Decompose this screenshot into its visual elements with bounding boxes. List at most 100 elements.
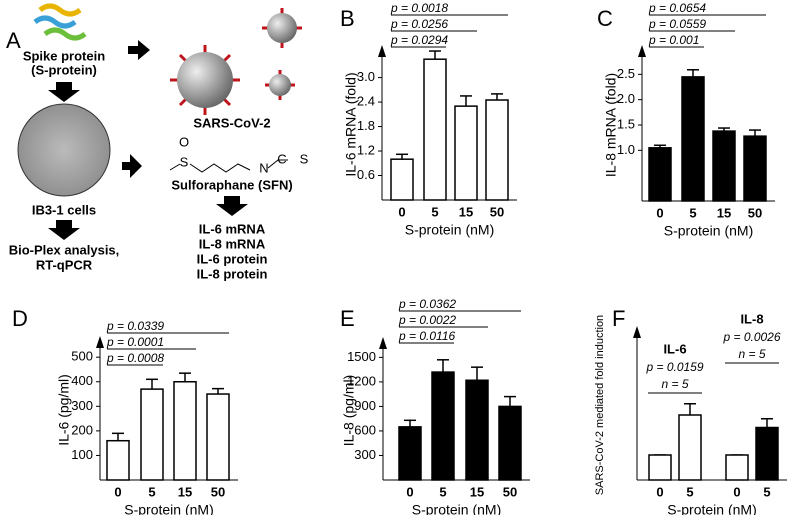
panel-label: C xyxy=(597,6,613,31)
panel-label: B xyxy=(340,6,355,31)
x-tick-label: 5 xyxy=(686,484,693,499)
x-tick-label: 50 xyxy=(503,484,517,499)
axis-arrow xyxy=(378,45,386,57)
cells-image xyxy=(17,103,111,197)
panel-label: D xyxy=(12,306,28,331)
group-label: IL-6 xyxy=(663,341,686,356)
bar xyxy=(390,158,414,201)
y-axis-label: IL-8 mRNA (fold) xyxy=(603,73,619,177)
bar xyxy=(712,130,736,202)
axis-arrow xyxy=(96,336,104,348)
x-tick-label: 5 xyxy=(439,484,446,499)
bar xyxy=(431,371,455,481)
bar xyxy=(454,105,478,201)
bar xyxy=(725,454,749,481)
analysis-label: RT-qPCR xyxy=(36,257,93,272)
x-tick-label: 0 xyxy=(398,204,405,219)
y-tick-label: 1500 xyxy=(347,349,376,364)
x-axis-label: S-protein (nM) xyxy=(405,222,494,238)
p-value: p = 0.001 xyxy=(648,33,699,47)
y-tick-label: 100 xyxy=(71,447,93,462)
arrow xyxy=(48,220,80,240)
virus-label: SARS-CoV-2 xyxy=(193,115,270,130)
x-tick-label: 0 xyxy=(733,484,740,499)
x-tick-label: 15 xyxy=(470,484,484,499)
protein-label: Spike protein xyxy=(23,48,105,63)
p-value: p = 0.0654 xyxy=(648,1,706,15)
y-tick-label: 2.4 xyxy=(357,93,375,108)
sfn-structure: S O N C S xyxy=(169,134,309,175)
p-value: p = 0.0001 xyxy=(106,335,164,349)
axis-arrow xyxy=(638,45,646,57)
protein-icon xyxy=(33,3,87,41)
protein-label: (S-protein) xyxy=(31,62,97,77)
x-tick-label: 50 xyxy=(748,205,762,220)
p-value: p = 0.0018 xyxy=(390,1,448,15)
arrow xyxy=(48,82,80,102)
bar xyxy=(755,426,779,481)
y-tick-label: 1.8 xyxy=(357,118,375,133)
y-tick-label: 0.6 xyxy=(357,167,375,182)
cells-label: IB3-1 cells xyxy=(32,202,96,217)
bar xyxy=(398,426,422,481)
x-tick-label: 5 xyxy=(763,484,770,499)
y-tick-label: 2.0 xyxy=(617,91,635,106)
x-axis-label: S-protein (nM) xyxy=(664,223,753,239)
panel-label: A xyxy=(6,28,21,53)
bar xyxy=(140,388,164,481)
y-tick-label: 1200 xyxy=(347,373,376,388)
p-value: p = 0.0294 xyxy=(390,33,448,47)
readout: IL-8 protein xyxy=(197,266,268,281)
y-tick-label: 200 xyxy=(71,422,93,437)
y-tick-label: 1.2 xyxy=(357,142,375,157)
analysis-label: Bio-Plex analysis, xyxy=(9,242,120,257)
bar xyxy=(678,414,702,481)
bar xyxy=(648,147,672,202)
bar xyxy=(465,379,489,481)
arrow xyxy=(216,196,248,216)
y-tick-label: 300 xyxy=(354,447,376,462)
bar xyxy=(206,393,230,481)
bar xyxy=(423,58,447,201)
p-value: p = 0.0159 xyxy=(645,360,703,374)
p-value: p = 0.0559 xyxy=(648,17,706,31)
x-tick-label: 0 xyxy=(114,484,121,499)
readout: IL-8 mRNA xyxy=(199,236,266,251)
y-tick-label: 500 xyxy=(71,349,93,364)
atom: S xyxy=(300,151,309,166)
panel-label: F xyxy=(612,306,625,331)
x-tick-label: 0 xyxy=(656,484,663,499)
p-value: p = 0.0362 xyxy=(398,297,456,311)
y-axis-label: IL-8 (pg/ml) xyxy=(341,375,357,447)
y-tick-label: 3.0 xyxy=(357,69,375,84)
group-label: IL-8 xyxy=(740,311,763,326)
y-tick-label: 2.5 xyxy=(617,66,635,81)
x-tick-label: 50 xyxy=(490,204,504,219)
atom: N xyxy=(259,160,268,175)
axis-arrow xyxy=(633,326,641,338)
y-axis-label: SARS-CoV-2 mediated fold induction xyxy=(594,315,606,495)
y-tick-label: 1.5 xyxy=(617,116,635,131)
p-value: p = 0.0339 xyxy=(106,319,164,333)
atom: O xyxy=(179,134,189,149)
x-tick-label: 0 xyxy=(406,484,413,499)
x-axis-label: S-protein (nM) xyxy=(124,502,213,515)
axis-arrow xyxy=(379,337,387,349)
y-tick-label: 900 xyxy=(354,398,376,413)
virus-icon xyxy=(170,8,302,115)
y-tick-label: 1.0 xyxy=(617,142,635,157)
x-tick-label: 50 xyxy=(211,484,225,499)
x-axis-label: S-protein (nM) xyxy=(412,502,501,515)
n-label: n = 5 xyxy=(661,377,688,391)
arrow xyxy=(122,154,142,178)
x-tick-label: 5 xyxy=(689,205,696,220)
y-tick-label: 600 xyxy=(354,422,376,437)
sfn-label: Sulforaphane (SFN) xyxy=(171,177,292,192)
y-axis-label: IL-6 (pg/ml) xyxy=(56,374,72,446)
x-axis-label: S-protein (nM) xyxy=(667,502,756,515)
x-tick-label: 15 xyxy=(178,484,192,499)
p-value: p = 0.0116 xyxy=(398,329,455,343)
x-tick-label: 5 xyxy=(431,204,438,219)
x-tick-label: 15 xyxy=(717,205,731,220)
